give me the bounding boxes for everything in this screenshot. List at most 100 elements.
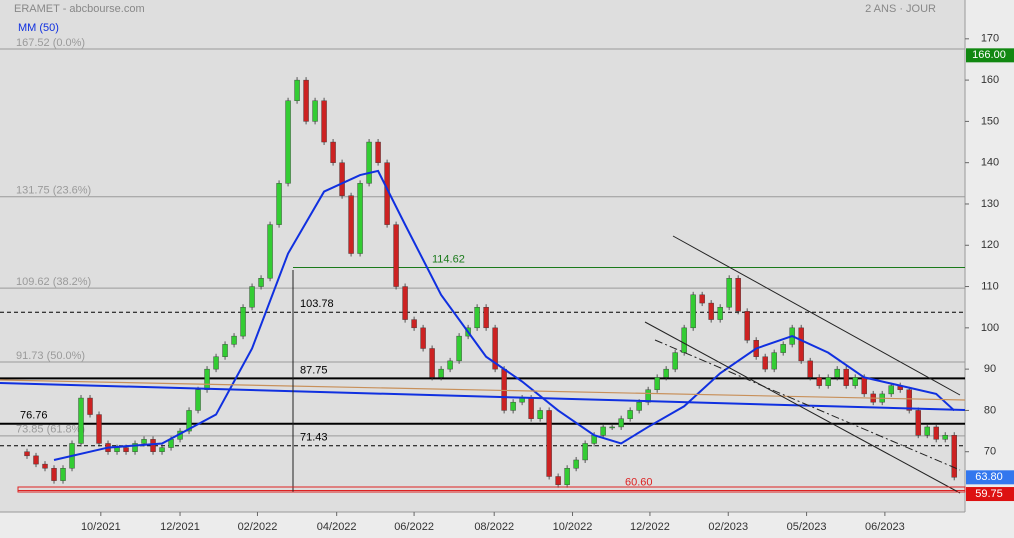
candle-body bbox=[33, 455, 39, 465]
trend-lines bbox=[0, 235, 966, 494]
candle-body bbox=[375, 141, 381, 163]
channel-line bbox=[672, 235, 961, 396]
candle-body bbox=[546, 410, 552, 477]
candle-body bbox=[330, 141, 336, 163]
candle-body bbox=[348, 195, 354, 254]
candle-body bbox=[96, 414, 102, 444]
candle-body bbox=[726, 278, 732, 308]
candle-body bbox=[249, 286, 255, 308]
candle-body bbox=[825, 377, 831, 386]
candle-body bbox=[150, 439, 156, 452]
y-tick-label: 150 bbox=[981, 115, 999, 127]
candle-body bbox=[204, 368, 210, 390]
candle-body bbox=[123, 447, 129, 452]
candle-body bbox=[447, 360, 453, 370]
trend-line bbox=[0, 382, 966, 411]
candle-body bbox=[942, 435, 948, 440]
y-axis-area bbox=[965, 0, 1014, 538]
chart-title: ERAMET - abcbourse.com bbox=[14, 3, 145, 15]
candle-body bbox=[555, 476, 561, 485]
candle-body bbox=[627, 410, 633, 419]
candle-body bbox=[456, 335, 462, 362]
x-tick-label: 04/2022 bbox=[317, 521, 357, 533]
x-tick-label: 02/2023 bbox=[708, 521, 748, 533]
fib-label: 109.62 (38.2%) bbox=[16, 276, 91, 288]
level-label: 114.62 bbox=[432, 253, 465, 265]
y-tick-label: 120 bbox=[981, 239, 999, 251]
x-tick-label: 06/2022 bbox=[394, 521, 434, 533]
candle-body bbox=[681, 327, 687, 353]
legend-entry: MM (50) bbox=[18, 22, 59, 34]
candle-body bbox=[411, 319, 417, 329]
candle-body bbox=[429, 348, 435, 378]
candle-body bbox=[933, 426, 939, 440]
candle-body bbox=[573, 459, 579, 469]
candle-body bbox=[402, 286, 408, 320]
support-zone bbox=[17, 486, 966, 493]
x-tick-label: 06/2023 bbox=[865, 521, 905, 533]
candle-body bbox=[717, 307, 723, 320]
level-label: 60.60 bbox=[625, 476, 653, 488]
candle-body bbox=[915, 410, 921, 436]
candle-body bbox=[537, 410, 543, 419]
candle-body bbox=[663, 368, 669, 378]
candle-body bbox=[285, 100, 291, 184]
x-tick-label: 08/2022 bbox=[474, 521, 514, 533]
candle-body bbox=[51, 468, 57, 481]
candle-body bbox=[735, 278, 741, 312]
candle-body bbox=[303, 79, 309, 122]
candle-body bbox=[654, 377, 660, 390]
candle-body bbox=[690, 294, 696, 329]
x-tick-label: 12/2021 bbox=[160, 521, 200, 533]
candle-body bbox=[861, 377, 867, 395]
candle-body bbox=[312, 100, 318, 122]
level-label: 87.75 bbox=[300, 364, 328, 376]
y-tick-label: 160 bbox=[981, 74, 999, 86]
candle-body bbox=[339, 162, 345, 196]
candle-body bbox=[240, 307, 246, 337]
candle-body bbox=[618, 418, 624, 428]
level-label: 76.76 bbox=[20, 410, 48, 422]
candle-body bbox=[888, 385, 894, 395]
candle-body bbox=[582, 443, 588, 461]
candle-body bbox=[744, 311, 750, 341]
candle-body bbox=[420, 327, 426, 349]
y-tick-label: 170 bbox=[981, 33, 999, 45]
candle-body bbox=[609, 426, 615, 429]
fib-label: 91.73 (50.0%) bbox=[16, 350, 85, 362]
candle-body bbox=[357, 183, 363, 254]
candle-body bbox=[195, 389, 201, 411]
candle-body bbox=[492, 327, 498, 370]
plot-area bbox=[0, 0, 965, 512]
fib-label: 73.85 (61.8%) bbox=[16, 424, 85, 436]
candle-body bbox=[816, 377, 822, 386]
y-tick-label: 100 bbox=[981, 322, 999, 334]
candle-body bbox=[708, 302, 714, 320]
candle-body bbox=[951, 435, 957, 478]
candle-body bbox=[114, 447, 120, 452]
x-tick-label: 10/2022 bbox=[553, 521, 593, 533]
y-tick-label: 140 bbox=[981, 157, 999, 169]
level-label: 71.43 bbox=[300, 432, 328, 444]
candle-body bbox=[42, 463, 48, 469]
candle-body bbox=[510, 401, 516, 411]
candle-body bbox=[924, 426, 930, 436]
candle-body bbox=[519, 397, 525, 403]
price-badge bbox=[966, 48, 1014, 63]
candle-body bbox=[258, 278, 264, 287]
candle-body bbox=[132, 443, 138, 452]
candle-body bbox=[528, 397, 534, 419]
price-badge bbox=[966, 487, 1014, 502]
candle-body bbox=[393, 224, 399, 287]
x-tick-label: 02/2022 bbox=[238, 521, 278, 533]
candle-body bbox=[60, 468, 66, 481]
price-badge-label: 59.75 bbox=[975, 488, 1003, 500]
candle-body bbox=[699, 294, 705, 304]
trend-line bbox=[0, 379, 966, 401]
candle-body bbox=[222, 344, 228, 357]
candle-body bbox=[645, 389, 651, 403]
candle-body bbox=[294, 79, 300, 101]
price-badge-label: 166.00 bbox=[972, 49, 1006, 61]
candle-body bbox=[87, 397, 93, 415]
